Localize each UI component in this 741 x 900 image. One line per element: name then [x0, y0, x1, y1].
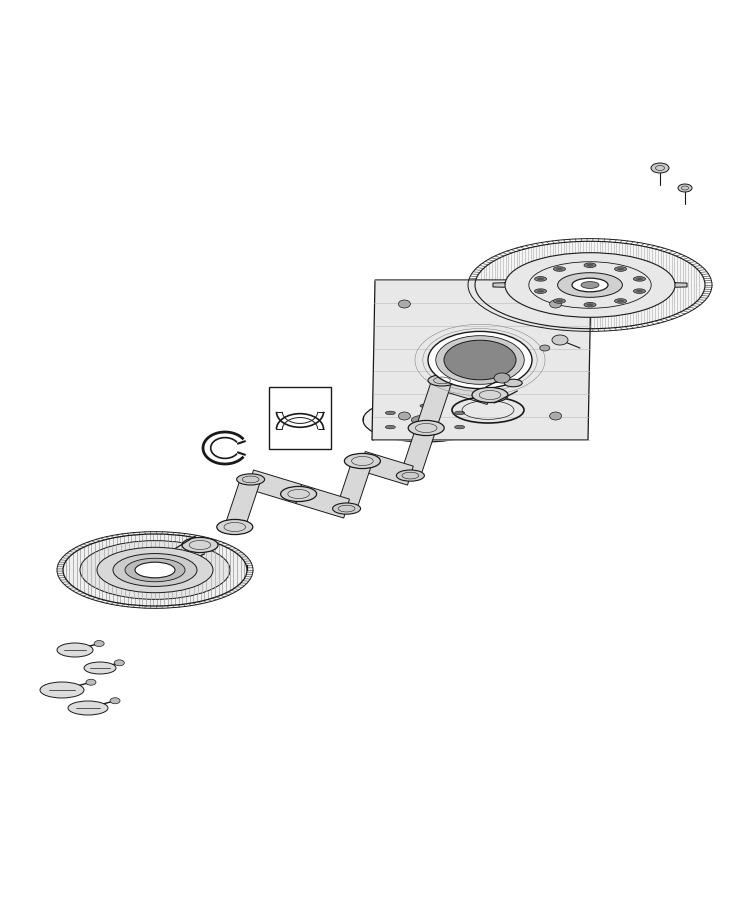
Ellipse shape	[572, 278, 608, 292]
Ellipse shape	[678, 184, 692, 192]
Polygon shape	[372, 280, 591, 440]
Ellipse shape	[539, 345, 550, 351]
Ellipse shape	[333, 503, 361, 514]
Ellipse shape	[534, 289, 547, 293]
Polygon shape	[359, 452, 413, 485]
Ellipse shape	[436, 336, 524, 384]
Ellipse shape	[554, 299, 565, 303]
Ellipse shape	[110, 698, 120, 704]
Ellipse shape	[57, 643, 93, 657]
Ellipse shape	[399, 300, 411, 308]
Ellipse shape	[651, 163, 669, 173]
Ellipse shape	[114, 660, 124, 666]
Ellipse shape	[420, 432, 430, 436]
Ellipse shape	[455, 426, 465, 429]
Ellipse shape	[636, 290, 643, 292]
Polygon shape	[493, 283, 505, 287]
Polygon shape	[439, 371, 493, 404]
Ellipse shape	[182, 537, 218, 553]
Ellipse shape	[614, 266, 627, 271]
Ellipse shape	[399, 412, 411, 420]
Polygon shape	[337, 458, 372, 512]
Ellipse shape	[505, 253, 675, 318]
Ellipse shape	[557, 273, 622, 297]
Ellipse shape	[236, 473, 265, 485]
Ellipse shape	[408, 420, 444, 436]
Ellipse shape	[472, 387, 508, 402]
Ellipse shape	[397, 410, 453, 430]
Ellipse shape	[86, 680, 96, 685]
Ellipse shape	[534, 276, 547, 281]
Ellipse shape	[411, 415, 439, 425]
Ellipse shape	[617, 267, 624, 270]
Ellipse shape	[385, 411, 396, 415]
Ellipse shape	[614, 299, 627, 303]
Ellipse shape	[494, 373, 510, 383]
Ellipse shape	[586, 303, 594, 306]
Ellipse shape	[472, 240, 708, 329]
Polygon shape	[225, 476, 260, 530]
Ellipse shape	[40, 682, 84, 698]
Ellipse shape	[586, 264, 594, 266]
Ellipse shape	[84, 662, 116, 674]
Ellipse shape	[556, 300, 563, 302]
Ellipse shape	[363, 398, 487, 442]
Ellipse shape	[444, 340, 516, 380]
Ellipse shape	[396, 470, 425, 482]
Ellipse shape	[281, 486, 316, 501]
Ellipse shape	[345, 454, 380, 469]
Ellipse shape	[58, 532, 252, 608]
Ellipse shape	[80, 541, 230, 599]
Ellipse shape	[584, 263, 596, 267]
Ellipse shape	[113, 554, 197, 587]
Ellipse shape	[420, 404, 430, 408]
Ellipse shape	[94, 641, 104, 646]
Ellipse shape	[636, 277, 643, 280]
Ellipse shape	[68, 701, 108, 715]
Ellipse shape	[634, 276, 645, 281]
Polygon shape	[401, 425, 436, 479]
Ellipse shape	[97, 547, 213, 593]
Ellipse shape	[428, 374, 456, 386]
Ellipse shape	[385, 426, 396, 429]
Ellipse shape	[135, 562, 175, 578]
Ellipse shape	[537, 277, 544, 280]
Ellipse shape	[581, 282, 599, 288]
Polygon shape	[675, 283, 687, 287]
Polygon shape	[296, 484, 350, 518]
Ellipse shape	[634, 289, 645, 293]
Ellipse shape	[556, 267, 563, 270]
Ellipse shape	[125, 558, 185, 581]
Ellipse shape	[504, 379, 522, 387]
Ellipse shape	[550, 412, 562, 420]
Polygon shape	[416, 377, 451, 431]
Ellipse shape	[552, 335, 568, 345]
Ellipse shape	[455, 411, 465, 415]
Polygon shape	[247, 470, 302, 503]
Ellipse shape	[554, 266, 565, 271]
Ellipse shape	[217, 519, 253, 535]
Ellipse shape	[158, 560, 172, 566]
Ellipse shape	[550, 300, 562, 308]
Ellipse shape	[428, 331, 532, 389]
Ellipse shape	[584, 302, 596, 307]
Ellipse shape	[537, 290, 544, 292]
Ellipse shape	[617, 300, 624, 302]
